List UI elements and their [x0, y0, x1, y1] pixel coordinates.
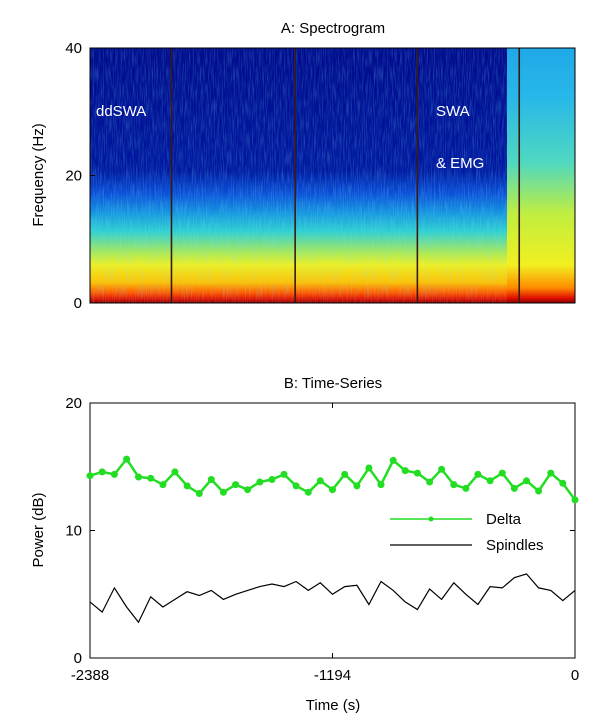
annotation-emg: & EMG [436, 155, 484, 172]
delta-point [535, 487, 543, 495]
delta-point [329, 486, 336, 494]
timeseries-y-axis-label: Power (dB) [30, 492, 47, 567]
spectrogram-y-tick-label: 0 [74, 295, 82, 312]
delta-point [159, 481, 167, 489]
delta-point [195, 490, 203, 497]
timeseries-x-tick-label: -2388 [71, 667, 109, 684]
delta-point [232, 481, 240, 489]
delta-point [498, 469, 506, 477]
legend-label-spindles: Spindles [486, 537, 544, 554]
delta-point [365, 464, 373, 472]
timeseries-title: B: Time-Series [284, 375, 382, 392]
timeseries-x-tick-label: 0 [571, 667, 579, 684]
delta-point [171, 468, 179, 476]
delta-point [523, 477, 530, 485]
legend: Delta Spindles [390, 511, 544, 554]
series-line-spindles [89, 573, 576, 624]
delta-point [268, 476, 276, 483]
delta-point [389, 456, 397, 464]
delta-point [341, 470, 349, 478]
timeseries-y-tick-label: 20 [65, 395, 82, 412]
delta-point [401, 467, 409, 475]
delta-point [244, 486, 252, 494]
timeseries-y-tick-label: 10 [65, 523, 82, 540]
timeseries-frame [89, 402, 576, 659]
delta-point [426, 478, 434, 486]
annotation-ddswa: ddSWA [96, 103, 146, 120]
delta-point [353, 482, 361, 490]
delta-point [486, 477, 494, 485]
spectrogram-title: A: Spectrogram [281, 20, 385, 37]
delta-point [377, 481, 385, 489]
delta-point [219, 488, 227, 496]
delta-point [571, 496, 579, 504]
annotation-swa: SWA [436, 103, 470, 120]
timeseries-x-tick-label: -1194 [314, 667, 351, 684]
legend-label-delta: Delta [486, 511, 522, 528]
delta-point [123, 455, 131, 463]
series-line-delta [89, 456, 577, 501]
delta-point [316, 477, 324, 485]
delta-point [280, 470, 288, 478]
delta-point [207, 476, 215, 483]
delta-point [547, 469, 555, 477]
delta-point [462, 484, 470, 492]
timeseries-y-tick-label: 0 [74, 650, 82, 667]
delta-point [304, 488, 312, 496]
delta-point [110, 470, 118, 478]
spectrogram-image [90, 48, 575, 303]
delta-point [147, 474, 155, 482]
spectrogram-y-tick-label: 40 [65, 40, 82, 57]
delta-point [292, 482, 300, 490]
spectrogram-y-axis-label: Frequency (Hz) [30, 123, 47, 226]
delta-point [450, 481, 458, 489]
delta-point [135, 473, 142, 481]
delta-point [438, 465, 446, 473]
spectrogram-y-tick-label: 20 [65, 168, 82, 185]
delta-point [413, 469, 421, 477]
delta-point [86, 472, 94, 480]
delta-point [559, 479, 567, 487]
legend-marker-delta [428, 516, 434, 522]
delta-point [98, 468, 106, 476]
delta-point [183, 482, 191, 490]
timeseries-x-axis-label: Time (s) [306, 697, 360, 714]
delta-point [474, 470, 482, 478]
delta-point [510, 484, 518, 492]
delta-point [256, 478, 264, 486]
